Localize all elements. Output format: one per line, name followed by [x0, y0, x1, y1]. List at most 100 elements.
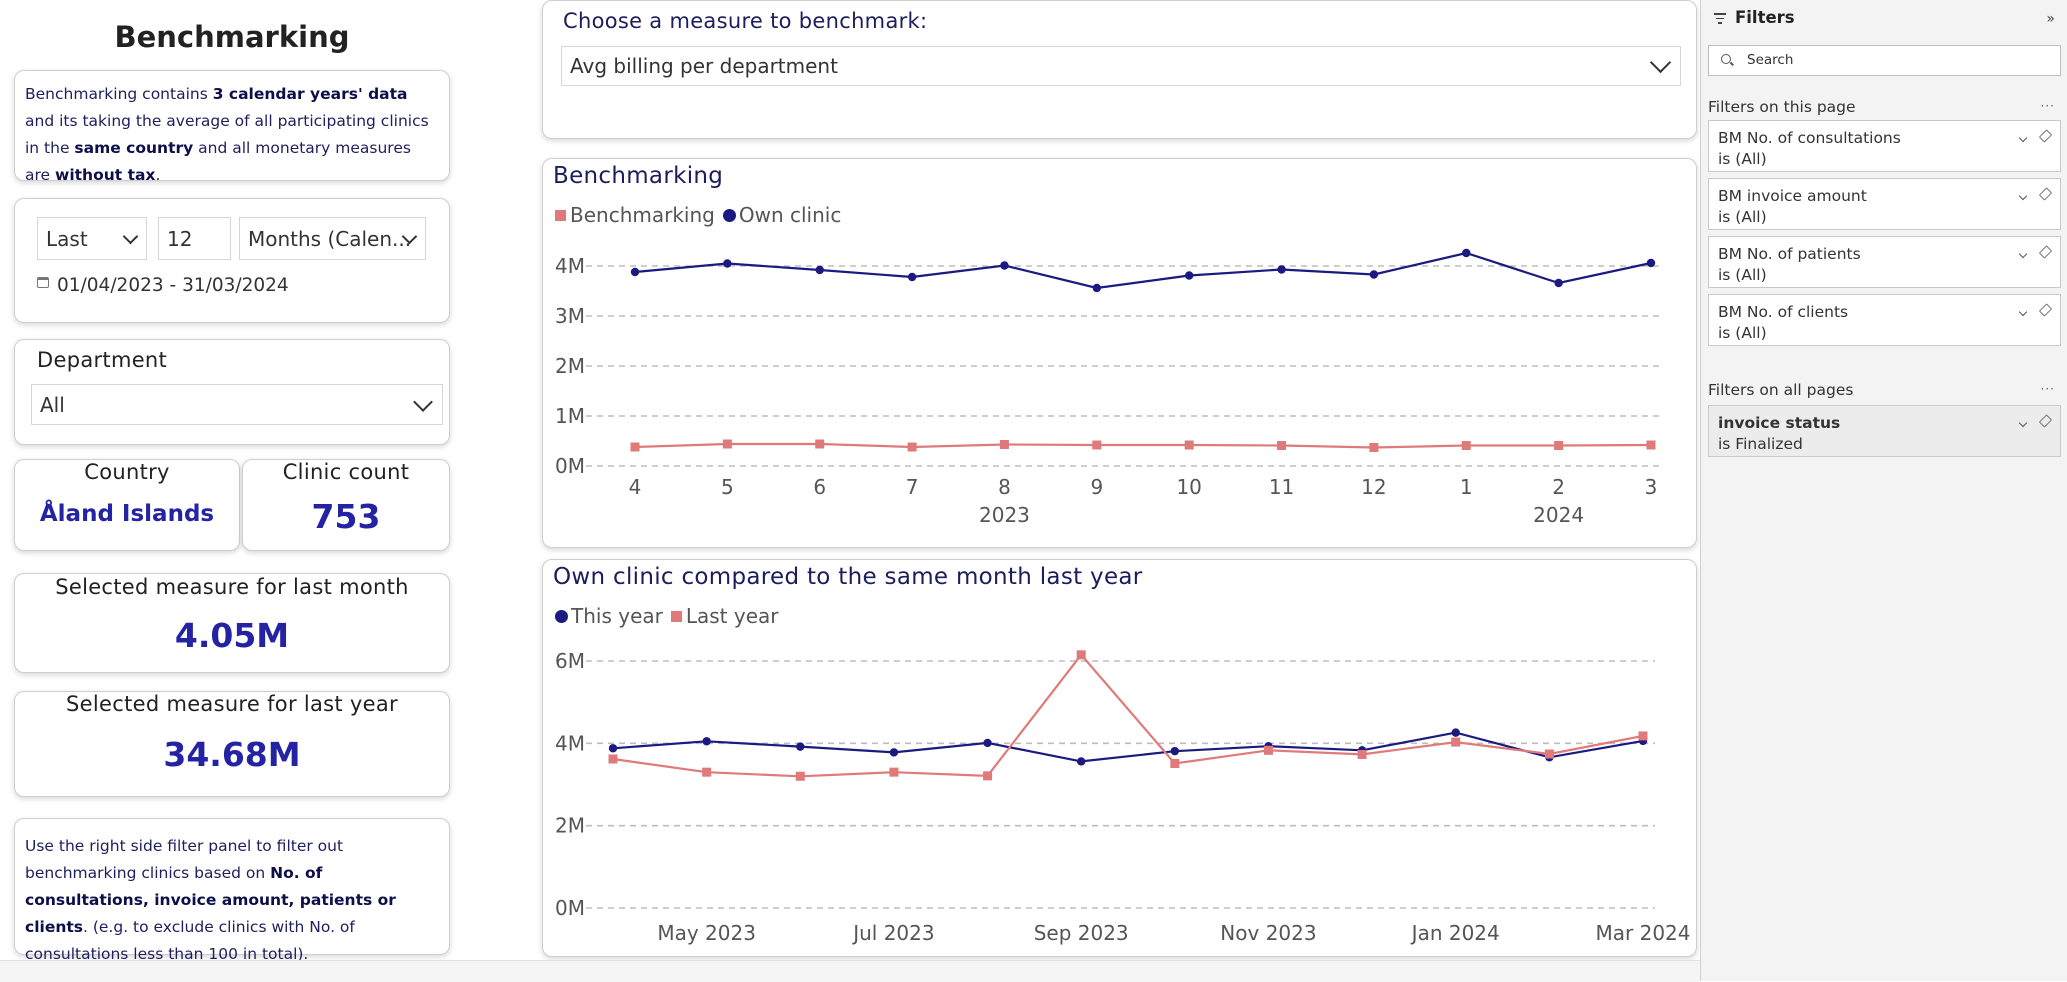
- country-card: Country Åland Islands: [14, 459, 240, 551]
- filter-lines-icon: [1714, 13, 1726, 24]
- data-point: [1263, 745, 1273, 755]
- x-tick-label: 4: [629, 475, 642, 499]
- department-dropdown[interactable]: All: [31, 384, 443, 425]
- filter-card-invoice-amount[interactable]: BM invoice amount is (All): [1708, 178, 2061, 230]
- data-point: [1461, 441, 1471, 450]
- y-tick-label: 4M: [555, 254, 585, 278]
- relative-unit-dropdown[interactable]: Months (Calen...: [239, 217, 426, 260]
- relative-mode-value: Last: [46, 226, 88, 251]
- x-tick-label: 2: [1552, 475, 1565, 499]
- clear-filter-icon[interactable]: [2038, 245, 2053, 259]
- data-point: [815, 265, 824, 275]
- data-point: [796, 742, 805, 751]
- data-point: [1554, 441, 1564, 450]
- chevron-down-icon[interactable]: [2018, 191, 2028, 201]
- more-options-icon[interactable]: ···: [2040, 99, 2055, 113]
- data-point: [1092, 283, 1102, 293]
- filters-this-page-label: Filters on this page: [1708, 98, 1856, 116]
- data-point: [1277, 441, 1287, 450]
- yoy-chart-card: Own clinic compared to the same month la…: [542, 559, 1697, 957]
- x-tick-label: 11: [1269, 475, 1294, 499]
- data-point: [889, 767, 899, 777]
- legend-label-own-clinic: Own clinic: [738, 203, 842, 227]
- filters-search-box[interactable]: Search: [1708, 45, 2061, 76]
- data-point: [1076, 650, 1086, 660]
- horizontal-scrollbar[interactable]: [0, 960, 1700, 982]
- filter-card-invoice-status[interactable]: invoice status is Finalized: [1708, 405, 2061, 457]
- x-tick-label: 10: [1176, 475, 1201, 499]
- info-text-bottom: Use the right side filter panel to filte…: [25, 837, 396, 963]
- chevron-down-icon[interactable]: [2018, 307, 2028, 317]
- data-point: [608, 744, 618, 753]
- last-month-value: 4.05M: [174, 616, 290, 655]
- data-point: [1369, 270, 1379, 279]
- x-tick-label: May 2023: [657, 921, 756, 945]
- more-options-icon[interactable]: ···: [2040, 382, 2055, 396]
- data-point: [983, 738, 992, 748]
- date-range-slicer: Last 12 Months (Calen... 01/04/2023 - 31…: [14, 198, 450, 323]
- country-label: Country: [84, 460, 170, 484]
- y-tick-label: 1M: [555, 404, 585, 428]
- x-tick-label: 6: [813, 475, 826, 499]
- clear-filter-icon[interactable]: [2038, 129, 2053, 143]
- data-point: [723, 259, 732, 268]
- legend-label-this-year: This year: [571, 604, 663, 628]
- filter-value: is (All): [1718, 150, 1767, 168]
- clear-filter-icon[interactable]: [2038, 414, 2053, 428]
- filter-value: is (All): [1718, 266, 1767, 284]
- x-year-label: 2023: [979, 503, 1030, 527]
- filter-card-consultations[interactable]: BM No. of consultations is (All): [1708, 120, 2061, 172]
- legend-circle-own-clinic: [722, 208, 736, 222]
- info-card-top: Benchmarking contains 3 calendar years' …: [14, 70, 450, 184]
- info-card-bottom: Use the right side filter panel to filte…: [14, 818, 450, 963]
- page-title: Benchmarking: [114, 20, 350, 54]
- last-month-label: Selected measure for last month: [55, 575, 409, 599]
- x-tick-label: Nov 2023: [1220, 921, 1316, 945]
- data-point: [983, 771, 993, 781]
- calendar-icon: [37, 277, 49, 288]
- x-tick-label: 5: [721, 475, 734, 499]
- clear-filter-icon[interactable]: [2038, 187, 2053, 201]
- data-point: [1451, 737, 1461, 747]
- measure-dropdown[interactable]: Avg billing per department: [561, 46, 1681, 86]
- data-point: [1544, 749, 1554, 759]
- data-point: [815, 439, 825, 449]
- collapse-pane-icon[interactable]: »: [2046, 11, 2055, 27]
- data-point: [702, 767, 712, 777]
- filters-all-pages-label: Filters on all pages: [1708, 381, 1854, 399]
- chevron-down-icon[interactable]: [2018, 133, 2028, 143]
- data-point: [907, 442, 917, 452]
- relative-amount-value: 12: [167, 226, 193, 251]
- filter-card-clients[interactable]: BM No. of clients is (All): [1708, 294, 2061, 346]
- x-tick-label: Mar 2024: [1596, 921, 1691, 945]
- x-tick-label: Jul 2023: [851, 921, 934, 945]
- data-point: [1554, 278, 1563, 288]
- relative-mode-dropdown[interactable]: Last: [37, 217, 147, 260]
- chevron-down-icon[interactable]: [2018, 418, 2028, 428]
- clear-filter-icon[interactable]: [2038, 303, 2053, 317]
- filter-name: invoice status: [1718, 414, 1841, 432]
- benchmarking-chart-legend: Benchmarking Own clinic: [555, 203, 841, 227]
- relative-amount-input[interactable]: 12: [158, 217, 231, 260]
- chevron-down-icon: [413, 391, 433, 412]
- data-point: [1076, 757, 1086, 766]
- data-point: [1092, 440, 1102, 450]
- data-point: [722, 439, 732, 449]
- chevron-down-icon: [122, 228, 139, 244]
- data-point: [1451, 728, 1460, 737]
- measure-selector-card: Choose a measure to benchmark: Avg billi…: [542, 0, 1697, 139]
- department-slicer: Department All: [14, 339, 450, 445]
- chevron-down-icon[interactable]: [2018, 249, 2028, 259]
- filters-pane: Filters » Search Filters on this page ··…: [1700, 0, 2067, 981]
- filter-value: is (All): [1718, 324, 1767, 342]
- filter-card-patients[interactable]: BM No. of patients is (All): [1708, 236, 2061, 288]
- y-tick-label: 2M: [555, 354, 585, 378]
- y-tick-label: 2M: [555, 814, 585, 838]
- x-tick-label: 1: [1460, 475, 1473, 499]
- data-point: [608, 754, 618, 764]
- data-point: [1646, 440, 1656, 450]
- filter-name: BM No. of patients: [1718, 245, 1861, 263]
- x-tick-label: 3: [1645, 475, 1658, 499]
- search-placeholder: Search: [1747, 52, 1794, 68]
